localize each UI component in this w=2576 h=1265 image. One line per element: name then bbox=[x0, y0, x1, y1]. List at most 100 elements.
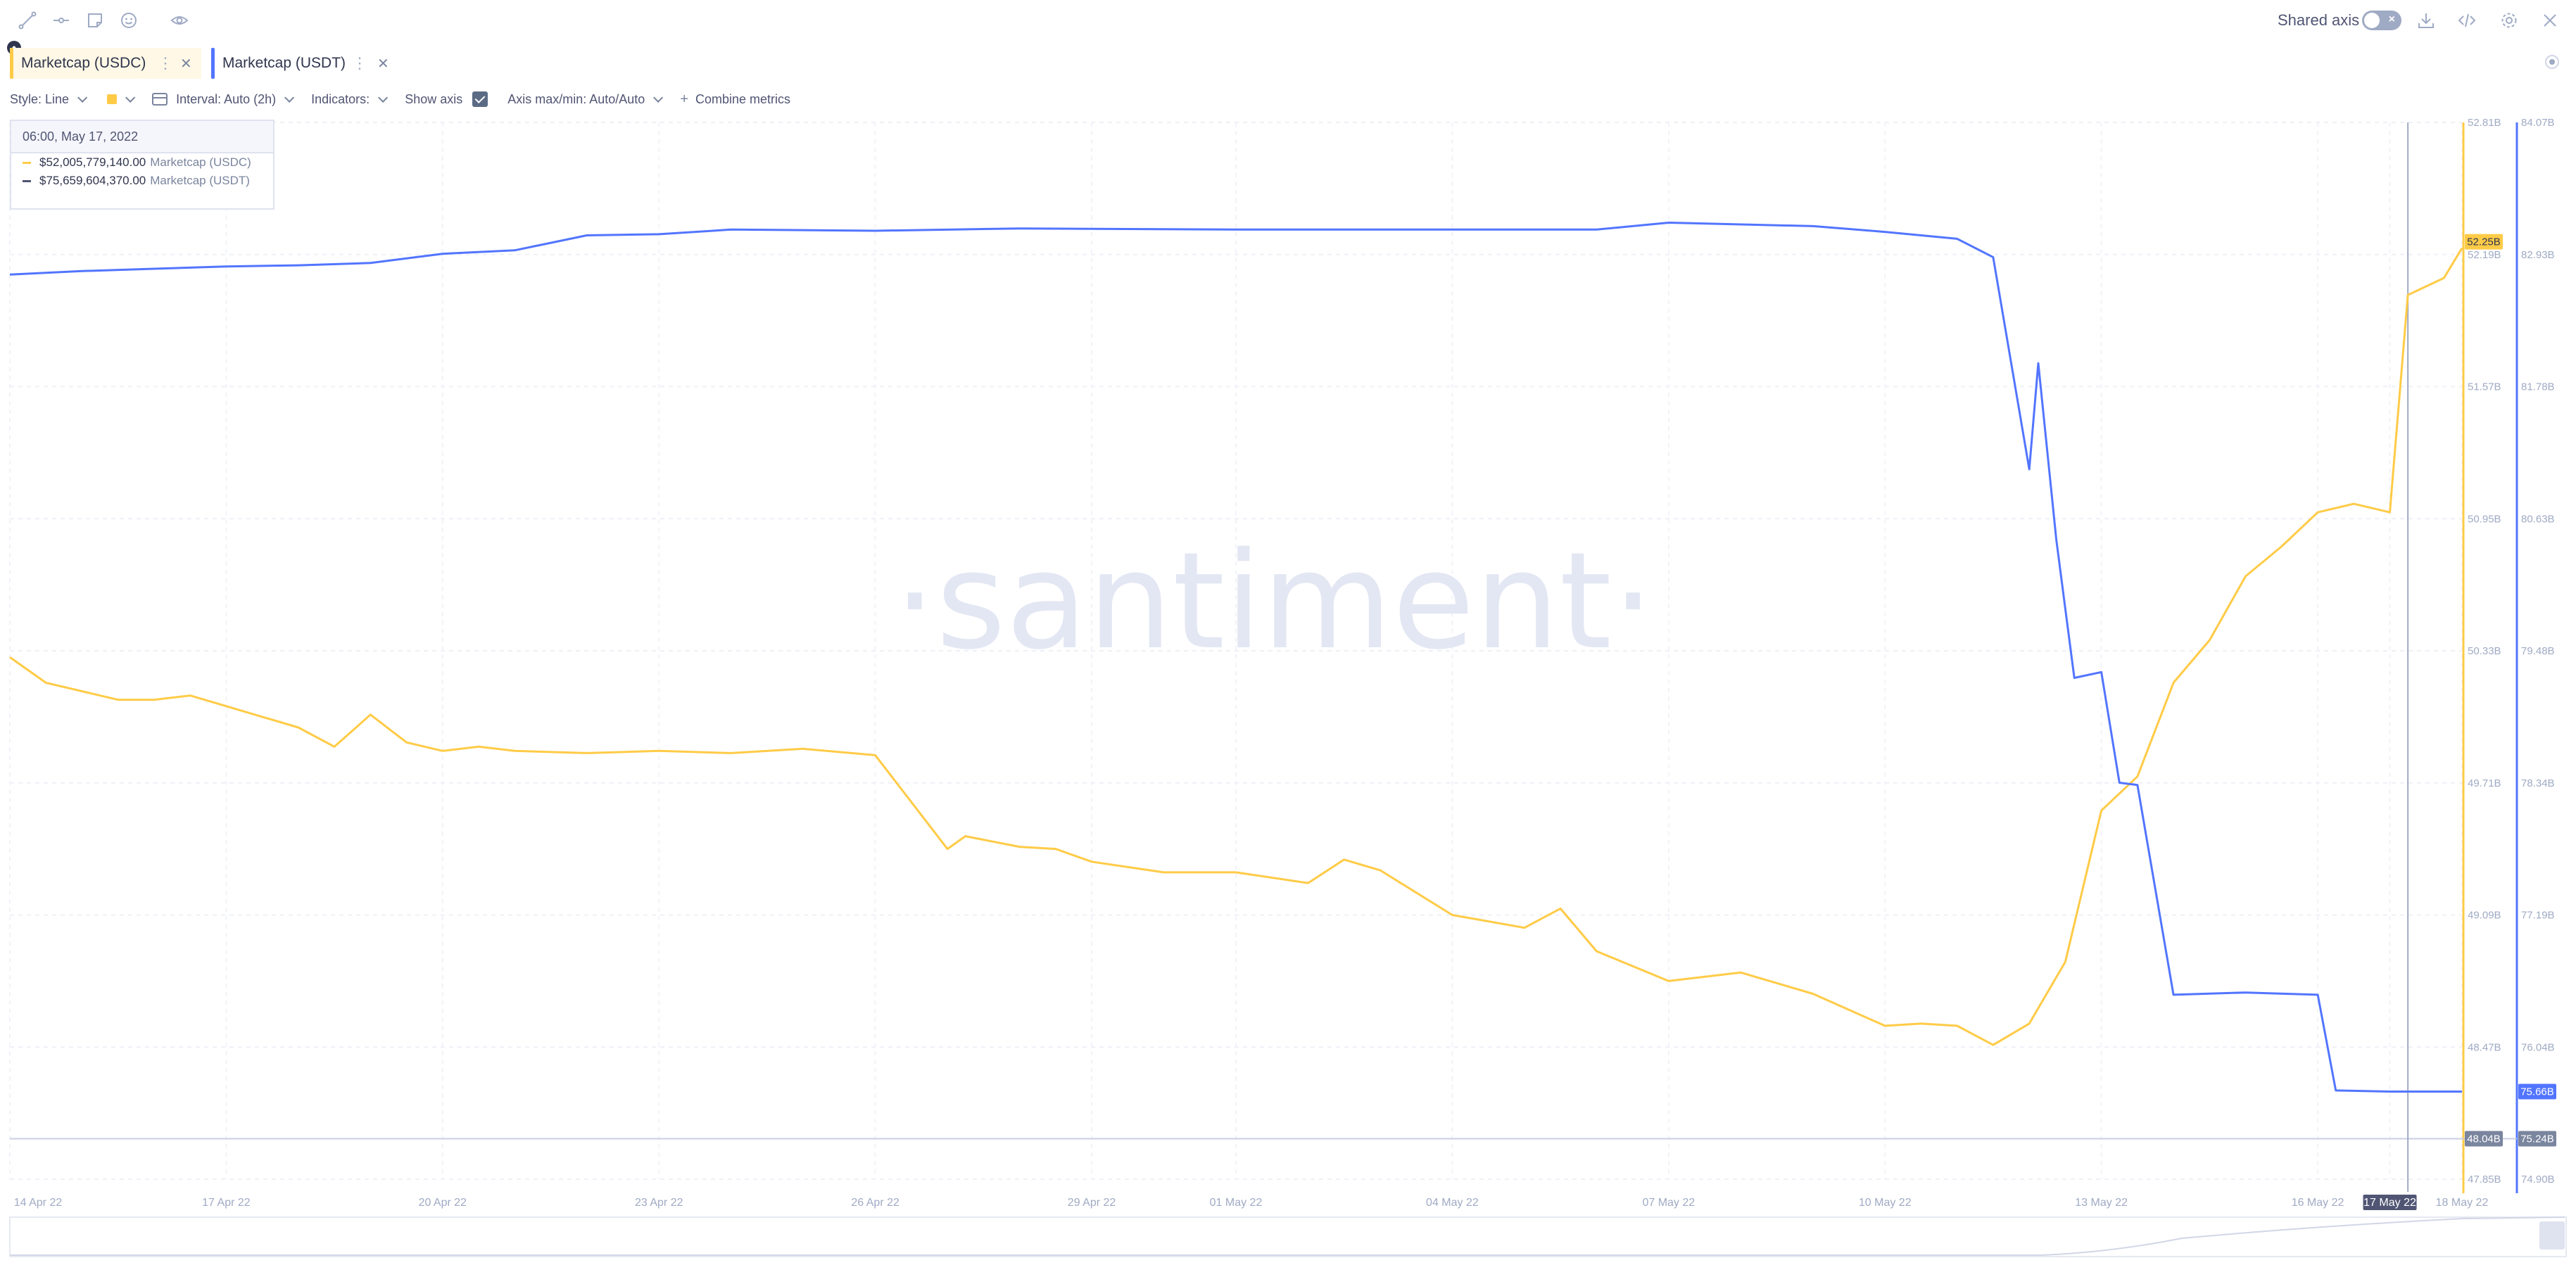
metric-chip-usdc[interactable]: Marketcap (USDC) ⋮ ✕ bbox=[10, 48, 201, 79]
usdt-axis: 84.07B 82.93B 81.78B 80.63B 79.48B 78.34B 77.1… bbox=[2521, 117, 2555, 1185]
tooltip-row-usdc: $52,005,779,140.00 Marketcap (USDC) bbox=[11, 153, 273, 172]
close-icon[interactable] bbox=[2539, 10, 2561, 31]
interval-label: Interval: Auto (2h) bbox=[176, 91, 277, 106]
chevron-down-icon bbox=[284, 92, 295, 103]
range-navigator[interactable] bbox=[9, 1216, 2567, 1257]
plus-icon: + bbox=[680, 91, 689, 107]
tooltip-label: Marketcap (USDC) bbox=[150, 155, 251, 169]
usdt-axis-tick: 81.78B bbox=[2521, 381, 2555, 393]
more-options-icon[interactable]: ⋮ bbox=[352, 54, 367, 72]
usdt-color-bar bbox=[211, 48, 215, 79]
tooltip-row-usdt: $75,659,604,370.00 Marketcap (USDT) bbox=[11, 172, 273, 190]
chevron-down-icon bbox=[125, 92, 136, 103]
tooltip-value: $75,659,604,370.00 bbox=[39, 174, 146, 187]
santiment-watermark: ·santiment· bbox=[894, 523, 1655, 679]
note-icon[interactable] bbox=[84, 10, 106, 31]
crosshair-date-badge bbox=[2363, 1195, 2417, 1210]
x-axis-tick: 01 May 22 bbox=[1210, 1197, 1263, 1209]
shared-axis-label: Shared axis bbox=[2278, 11, 2360, 29]
show-axis-toggle[interactable]: Show axis bbox=[405, 91, 488, 107]
shared-axis-toggle[interactable]: × bbox=[2362, 11, 2401, 30]
metric-chip-label: Marketcap (USDC) bbox=[21, 55, 146, 71]
navigator-frame bbox=[9, 1216, 2567, 1257]
chart-settings-row: Style: Line Interval: Auto (2h) Indicato… bbox=[10, 89, 810, 110]
style-dropdown[interactable]: Style: Line bbox=[10, 91, 88, 107]
usdt-axis-tick: 80.63B bbox=[2521, 513, 2555, 525]
tooltip-date: 06:00, May 17, 2022 bbox=[11, 121, 273, 153]
x-axis-tick: 04 May 22 bbox=[1426, 1197, 1479, 1209]
combine-metrics-label: Combine metrics bbox=[695, 91, 791, 106]
top-toolbar: Shared axis × bbox=[0, 0, 2576, 41]
calendar-icon bbox=[152, 93, 168, 106]
usdt-axis-tick: 78.34B bbox=[2521, 777, 2555, 789]
chart-area[interactable]: ·santiment· 52.81B 52.19B 51.57B 50.95B 50.3… bbox=[0, 113, 2576, 1265]
usdc-axis-tick: 49.09B bbox=[2468, 910, 2501, 922]
usdc-axis-tick: 49.71B bbox=[2468, 777, 2501, 789]
x-axis-tick: 26 Apr 22 bbox=[851, 1197, 899, 1209]
show-axis-label: Show axis bbox=[405, 91, 463, 106]
usdt-axis-tick: 79.48B bbox=[2521, 645, 2555, 657]
usdc-last-value-badge: 52.25B bbox=[2467, 236, 2501, 248]
line-draw-icon[interactable] bbox=[17, 10, 38, 31]
color-picker[interactable] bbox=[104, 92, 136, 104]
x-axis-tick: 14 Apr 22 bbox=[14, 1197, 63, 1209]
segment-draw-icon[interactable] bbox=[51, 10, 72, 31]
eye-icon[interactable] bbox=[169, 10, 190, 31]
axis-minmax-label: Axis max/min: Auto/Auto bbox=[507, 91, 645, 106]
series-group bbox=[9, 222, 2463, 1093]
value-badges: 52.25B 75.66B 48.04B 75.24B bbox=[2465, 234, 2556, 1147]
x-axis-tick: 10 May 22 bbox=[1859, 1197, 1912, 1209]
usdt-axis-tick: 74.90B bbox=[2521, 1174, 2555, 1185]
x-axis-tick: 23 Apr 22 bbox=[635, 1197, 683, 1209]
chevron-down-icon bbox=[378, 92, 389, 103]
combine-metrics-button[interactable]: + Combine metrics bbox=[680, 91, 790, 108]
usdt-last-value-badge-bg bbox=[2518, 1083, 2556, 1100]
usdt-axis-tick: 82.93B bbox=[2521, 249, 2555, 261]
embed-code-icon[interactable] bbox=[2456, 10, 2477, 31]
x-axis-tick: 16 May 22 bbox=[2292, 1197, 2344, 1209]
download-icon[interactable] bbox=[2416, 10, 2437, 31]
x-axis-tick: 13 May 22 bbox=[2075, 1197, 2128, 1209]
x-axis-tick: 29 Apr 22 bbox=[1068, 1197, 1116, 1209]
usdc-series-line bbox=[9, 247, 2463, 1046]
usdt-series-line bbox=[9, 222, 2462, 1093]
usdc-axis-tick: 48.47B bbox=[2468, 1041, 2501, 1053]
interval-dropdown[interactable]: Interval: Auto (2h) bbox=[152, 91, 295, 107]
color-swatch bbox=[107, 94, 118, 104]
x-axis-tick: 17 Apr 22 bbox=[202, 1197, 251, 1209]
usdt-axis-tick: 77.19B bbox=[2521, 910, 2555, 922]
baseline-right-badge-bg bbox=[2518, 1131, 2556, 1147]
remove-metric-icon[interactable]: ✕ bbox=[377, 56, 389, 72]
metric-chip-usdt[interactable]: Marketcap (USDT) ⋮ ✕ bbox=[211, 48, 400, 79]
x-axis-tick: 17 May 22 bbox=[2363, 1197, 2416, 1209]
usdt-axis-tick: 84.07B bbox=[2521, 117, 2555, 129]
x-axis-tick: 18 May 22 bbox=[2436, 1197, 2489, 1209]
indicators-dropdown[interactable]: Indicators: bbox=[311, 92, 389, 107]
remove-metric-icon[interactable]: ✕ bbox=[180, 56, 192, 72]
baseline-left-badge: 48.04B bbox=[2467, 1133, 2501, 1145]
usdt-last-value-badge: 75.66B bbox=[2520, 1086, 2554, 1098]
usdc-axis-tick: 50.33B bbox=[2468, 645, 2501, 657]
usdc-axis-tick: 52.81B bbox=[2468, 117, 2501, 129]
emoji-icon[interactable] bbox=[118, 10, 139, 31]
metric-chip-label: Marketcap (USDT) bbox=[222, 55, 346, 71]
baseline-right-badge: 75.24B bbox=[2520, 1133, 2554, 1145]
usdc-axis-tick: 51.57B bbox=[2468, 381, 2501, 393]
baseline-left-badge-bg bbox=[2465, 1131, 2503, 1147]
usdt-axis-tick: 76.04B bbox=[2521, 1041, 2555, 1053]
x-axis-tick: 07 May 22 bbox=[1642, 1197, 1695, 1209]
usdc-color-bar bbox=[10, 48, 13, 79]
tooltip-value: $52,005,779,140.00 bbox=[39, 155, 146, 169]
settings-icon[interactable] bbox=[2499, 10, 2520, 31]
chevron-down-icon bbox=[77, 92, 88, 103]
usdc-axis-tick: 52.19B bbox=[2468, 249, 2501, 261]
usdc-last-value-badge-bg bbox=[2465, 234, 2503, 250]
axis-minmax-dropdown[interactable]: Axis max/min: Auto/Auto bbox=[507, 91, 664, 107]
usdc-axis: 52.81B 52.19B 51.57B 50.95B 50.33B 49.71B 49.0… bbox=[2468, 117, 2501, 1185]
live-indicator-icon[interactable] bbox=[2545, 55, 2559, 69]
more-options-icon[interactable]: ⋮ bbox=[158, 54, 173, 72]
usdc-axis-tick: 47.85B bbox=[2468, 1174, 2501, 1185]
style-label: Style: Line bbox=[10, 91, 70, 106]
checkbox-checked-icon[interactable] bbox=[472, 91, 488, 107]
x-axis: 14 Apr 22 17 Apr 22 20 Apr 22 23 Apr 22 26 A… bbox=[14, 1195, 2489, 1210]
